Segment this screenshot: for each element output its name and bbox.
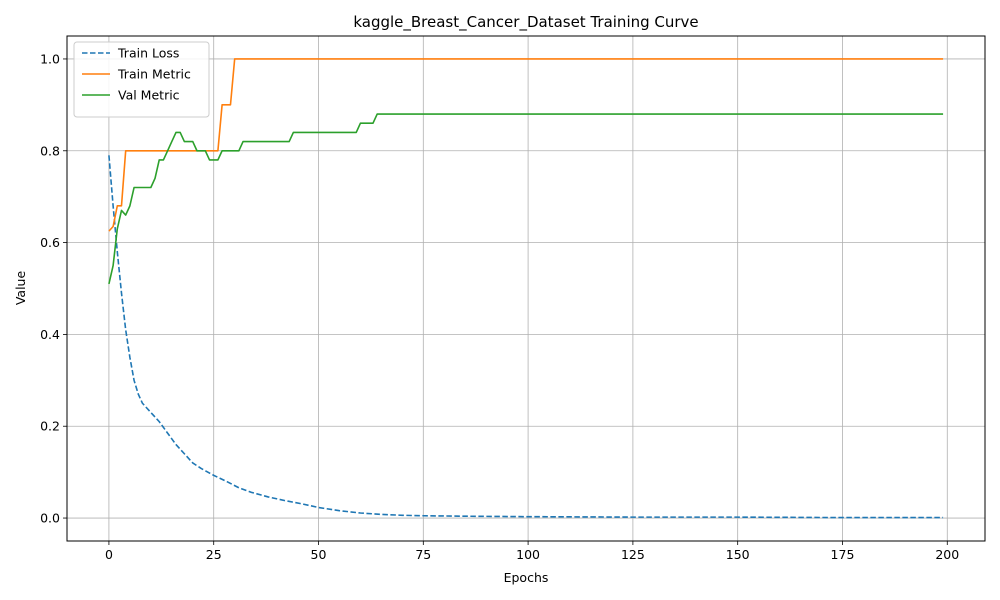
series-line-train-loss	[108, 155, 944, 519]
y-tick-label: 1.0	[40, 51, 60, 66]
plot-lines	[108, 58, 944, 519]
series-line-val-metric	[108, 113, 944, 285]
y-tick-label: 0.4	[40, 327, 60, 342]
x-axis-ticks: 0 25 50 75 100 125 150 175 200	[105, 541, 959, 562]
x-tick-label: 0	[105, 547, 113, 562]
y-axis-ticks: 0.0 0.2 0.4 0.6 0.8 1.0	[40, 51, 67, 526]
x-tick-label: 100	[516, 547, 540, 562]
x-tick-label: 50	[311, 547, 327, 562]
x-axis-label: Epochs	[504, 570, 549, 585]
y-tick-label: 0.8	[40, 143, 60, 158]
series-line-train-metric	[108, 58, 944, 232]
legend-label: Train Loss	[117, 46, 179, 61]
legend-box	[73, 41, 210, 118]
legend: Train Loss Train Metric Val Metric	[73, 41, 210, 118]
x-tick-label: 75	[415, 547, 431, 562]
plot-frame	[66, 35, 986, 542]
x-tick-label: 150	[726, 547, 750, 562]
chart-title: kaggle_Breast_Cancer_Dataset Training Cu…	[353, 13, 698, 32]
y-tick-label: 0.2	[40, 419, 60, 434]
x-tick-label: 25	[206, 547, 222, 562]
x-tick-label: 175	[831, 547, 855, 562]
legend-label: Val Metric	[118, 88, 180, 103]
legend-label: Train Metric	[117, 67, 191, 82]
y-axis-label: Value	[13, 271, 28, 306]
x-tick-label: 200	[935, 547, 959, 562]
x-tick-label: 125	[621, 547, 645, 562]
y-tick-label: 0.6	[40, 235, 60, 250]
y-tick-label: 0.0	[40, 511, 60, 526]
